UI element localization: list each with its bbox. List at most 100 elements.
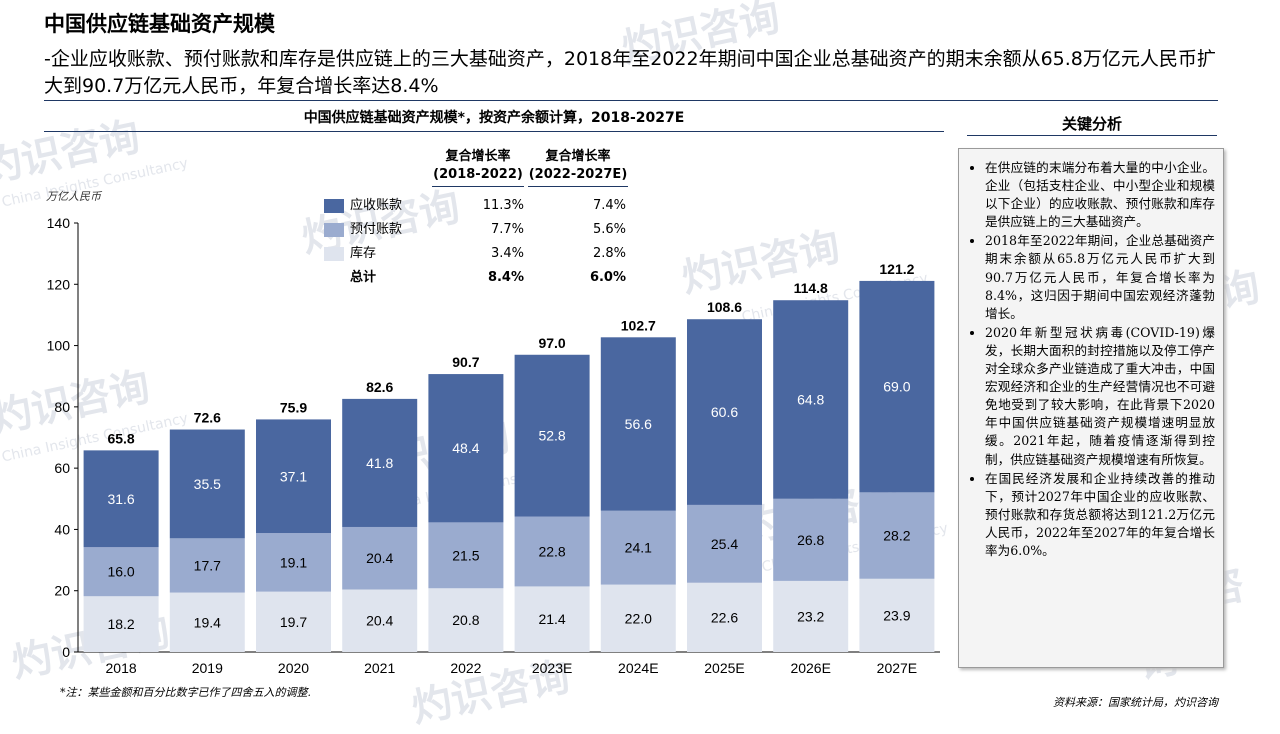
x-tick-label: 2019 (192, 660, 223, 676)
header-divider (44, 100, 1218, 101)
stacked-bar-chart: 万亿人民币 0 20 40 60 80 100 120 140 18.2 16.0 31.6 65.8 2… (46, 190, 940, 676)
bar-segment (600, 510, 676, 585)
total-label: 102.7 (621, 317, 656, 333)
data-label: 25.4 (711, 536, 738, 552)
x-tick-label: 2026E (790, 660, 830, 676)
analysis-bullet: 2020年新型冠状病毒(COVID-19)爆发，长期大面积的封控措施以及停工停产… (985, 324, 1215, 469)
bar-segment (83, 450, 159, 548)
x-tick-label: 2021 (364, 660, 395, 676)
total-label: 121.2 (879, 261, 914, 277)
data-label: 26.8 (797, 532, 824, 548)
total-label: 72.6 (194, 410, 221, 426)
data-label: 17.7 (194, 557, 221, 573)
y-tick-label: 100 (47, 338, 71, 354)
cagr-value: 2.8% (592, 246, 626, 261)
total-label: 82.6 (366, 379, 393, 395)
x-tick-label: 2025E (704, 660, 744, 676)
bar-segment (83, 547, 159, 597)
data-label: 35.5 (194, 476, 221, 492)
bar-segment (859, 492, 935, 579)
bar-segment (256, 419, 331, 534)
y-tick-label: 40 (54, 521, 70, 537)
cagr-value: 5.6% (592, 222, 626, 237)
data-label: 16.0 (107, 564, 134, 580)
bar-segment (514, 354, 590, 517)
data-label: 48.4 (452, 440, 479, 456)
legend-label: 库存 (350, 246, 377, 261)
data-label: 19.7 (280, 614, 307, 630)
cagr-header-2: 复合增长率 (2022-2027E) (528, 149, 628, 182)
data-label: 21.5 (452, 547, 479, 563)
cagr-value: 7.7% (490, 222, 524, 237)
bar-segment (428, 374, 504, 523)
data-label: 19.1 (280, 554, 307, 570)
y-tick-label: 0 (62, 644, 70, 660)
x-tick-label: 2027E (877, 660, 917, 676)
bar-segment (256, 533, 331, 592)
y-tick-label: 120 (47, 276, 71, 292)
legend-swatch (324, 199, 344, 213)
cagr-value: 7.4% (592, 198, 626, 213)
bar-segment (342, 589, 418, 652)
data-label: 37.1 (280, 468, 307, 484)
x-tick-label: 2020 (278, 660, 309, 676)
bar-segment (600, 584, 676, 652)
data-label: 41.8 (366, 455, 393, 471)
chart-title: 中国供应链基础资产规模*，按资产余额计算，2018-2027E (303, 110, 685, 126)
source-note: 资料来源：国家统计局，灼识咨询 (1053, 696, 1218, 709)
cagr-header-1: 复合增长率 (2018-2022) (433, 149, 523, 182)
cagr-value: 11.3% (482, 198, 524, 213)
data-label: 22.6 (711, 609, 738, 625)
bar-segment (514, 516, 590, 587)
bar-segment (342, 398, 418, 527)
data-label: 19.4 (194, 614, 221, 630)
bar-segment (342, 526, 418, 590)
total-label: 108.6 (707, 299, 742, 315)
y-tick-label: 20 (54, 583, 70, 599)
analysis-bullet: 在供应链的末端分布着大量的中小企业。企业（包括支柱企业、中小型企业和规模以下企业… (985, 159, 1215, 231)
bar-segment (169, 538, 245, 593)
data-label: 31.6 (107, 491, 134, 507)
cagr-value: 8.4% (487, 270, 524, 285)
data-label: 69.0 (883, 379, 910, 395)
bar-segment (859, 578, 935, 652)
x-tick-label: 2023E (532, 660, 572, 676)
data-label: 24.1 (625, 540, 652, 556)
total-label: 75.9 (280, 399, 307, 415)
analysis-panel: 在供应链的末端分布着大量的中小企业。企业（包括支柱企业、中小型企业和规模以下企业… (958, 148, 1224, 668)
bar-segment (428, 588, 504, 652)
page-title: 中国供应链基础资产规模 (44, 12, 275, 36)
legend-label: 总计 (350, 270, 377, 285)
bar-segment (859, 280, 935, 493)
data-label: 60.6 (711, 404, 738, 420)
total-label: 114.8 (794, 280, 828, 296)
page-subtitle: -企业应收账款、预付账款和库存是供应链上的三大基础资产，2018年至2022年期… (44, 48, 1216, 97)
data-label: 22.0 (625, 610, 652, 626)
data-label: 56.6 (625, 416, 652, 432)
cagr-header-underline (432, 186, 524, 187)
bar-segment (773, 300, 849, 499)
bar-segment (83, 596, 159, 652)
data-label: 52.8 (538, 428, 565, 444)
data-label: 22.8 (538, 543, 565, 559)
bar-segment (687, 504, 762, 583)
bar-segment (773, 580, 849, 652)
analysis-bullet: 2018年至2022年期间，企业总基础资产期末余额从65.8万亿元人民币扩大到9… (985, 232, 1215, 322)
bar-segment (600, 337, 676, 511)
y-tick-label: 60 (54, 460, 70, 476)
data-label: 18.2 (107, 616, 134, 632)
data-label: 23.9 (883, 607, 910, 623)
total-label: 65.8 (107, 430, 134, 446)
x-tick-label: 2018 (106, 660, 137, 676)
x-tick-label: 2024E (618, 660, 658, 676)
legend-row-inventory: 库存 3.4% 2.8% (320, 242, 640, 266)
data-label: 20.4 (366, 613, 393, 629)
bar-segment (428, 522, 504, 589)
bar-segment (169, 592, 245, 652)
legend-label: 预付账款 (350, 222, 403, 237)
data-label: 28.2 (883, 528, 910, 544)
bar-segment (256, 591, 331, 652)
analysis-title-divider (967, 135, 1217, 136)
cagr-value: 3.4% (490, 246, 524, 261)
data-label: 64.8 (797, 392, 824, 408)
